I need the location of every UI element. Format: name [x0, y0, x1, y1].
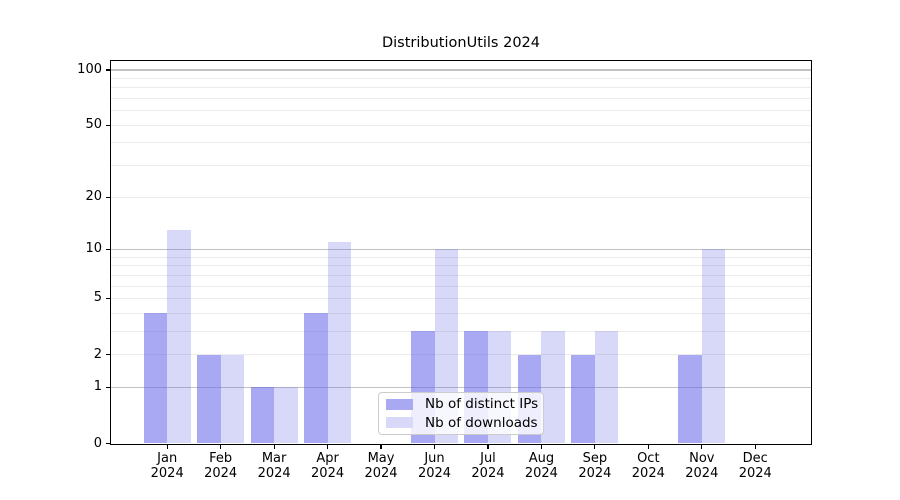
x-tick-label: Oct 2024 [631, 450, 665, 482]
y-tick [106, 442, 110, 445]
x-tick [487, 444, 489, 449]
y-tick-label: 5 [93, 290, 102, 306]
x-tick [220, 444, 222, 449]
bar-downloads [220, 354, 245, 444]
y-tick [106, 353, 110, 356]
gridline-minor [111, 312, 811, 314]
legend-label-downloads: Nb of downloads [425, 414, 538, 431]
x-tick-label: Feb 2024 [204, 450, 238, 482]
bar-downloads [594, 331, 619, 444]
x-tick [380, 444, 382, 449]
bar-distinct-ips [197, 354, 221, 444]
axes-frame [110, 59, 812, 445]
y-tick-label: 50 [85, 117, 102, 133]
x-tick-label: Jun 2024 [417, 450, 452, 482]
legend-item-downloads: Nb of downloads [386, 414, 538, 433]
legend: Nb of distinct IPs Nb of downloads [378, 392, 544, 435]
x-tick-label: Jul 2024 [471, 450, 505, 482]
bar-downloads [541, 331, 565, 444]
gridline-minor [111, 274, 811, 276]
y-tick [106, 196, 110, 198]
gridline-minor [111, 265, 811, 267]
bar-downloads [167, 229, 191, 444]
legend-item-distinct-ips: Nb of distinct IPs [386, 395, 539, 414]
x-tick-label: Dec 2024 [738, 450, 772, 482]
gridline-minor [111, 354, 811, 356]
y-tick-label: 10 [85, 241, 102, 257]
x-tick-label: Aug 2024 [524, 450, 558, 482]
gridline-minor [111, 98, 811, 100]
gridline-minor [111, 124, 811, 126]
legend-swatch-downloads [386, 417, 413, 429]
bar-distinct-ips [571, 354, 595, 444]
gridline-minor [111, 285, 811, 287]
gridline-major [111, 69, 811, 71]
gridline-minor [111, 142, 811, 144]
y-tick [106, 297, 110, 300]
gridline-minor [111, 87, 811, 89]
y-tick [106, 248, 110, 251]
y-tick [106, 386, 110, 388]
gridline-major [111, 248, 811, 251]
bar-distinct-ips [143, 313, 168, 444]
x-tick [647, 444, 649, 449]
bar-distinct-ips [678, 354, 702, 444]
gridline-minor [111, 165, 811, 167]
y-tick-label: 100 [77, 62, 102, 77]
y-tick-label: 0 [93, 435, 102, 451]
gridline-minor [111, 256, 811, 258]
gridline-minor [111, 77, 811, 79]
legend-swatch-distinct-ips [386, 398, 413, 410]
x-tick [540, 444, 542, 449]
gridline-minor [111, 196, 811, 198]
chart-title: DistributionUtils 2024 [381, 35, 540, 51]
x-tick-label: Nov 2024 [685, 450, 719, 482]
bar-downloads [701, 249, 726, 444]
x-tick-label: Mar 2024 [257, 450, 291, 482]
gridline-major [111, 386, 811, 388]
bar-distinct-ips [250, 387, 275, 444]
y-tick-label: 2 [93, 346, 102, 362]
gridline-minor [111, 110, 811, 112]
bar-downloads [274, 387, 298, 444]
y-tick-label: 20 [85, 189, 102, 205]
x-tick [594, 444, 596, 449]
gridline-minor [111, 297, 811, 299]
x-tick [754, 444, 756, 449]
x-tick [273, 444, 275, 449]
x-tick-label: May 2024 [364, 450, 398, 482]
legend-label-distinct-ips: Nb of distinct IPs [425, 396, 539, 413]
gridline-minor [111, 330, 811, 332]
x-tick-label: Sep 2024 [578, 450, 612, 482]
x-tick [326, 444, 329, 449]
x-tick [166, 444, 168, 449]
bar-distinct-ips [304, 313, 328, 444]
x-tick-label: Apr 2024 [311, 450, 345, 482]
y-tick [106, 69, 110, 71]
x-tick [701, 444, 703, 449]
x-tick-label: Jan 2024 [150, 450, 184, 482]
y-tick-label: 1 [93, 379, 102, 395]
bar-downloads [327, 242, 352, 444]
x-tick [433, 444, 436, 449]
y-tick [106, 124, 110, 126]
